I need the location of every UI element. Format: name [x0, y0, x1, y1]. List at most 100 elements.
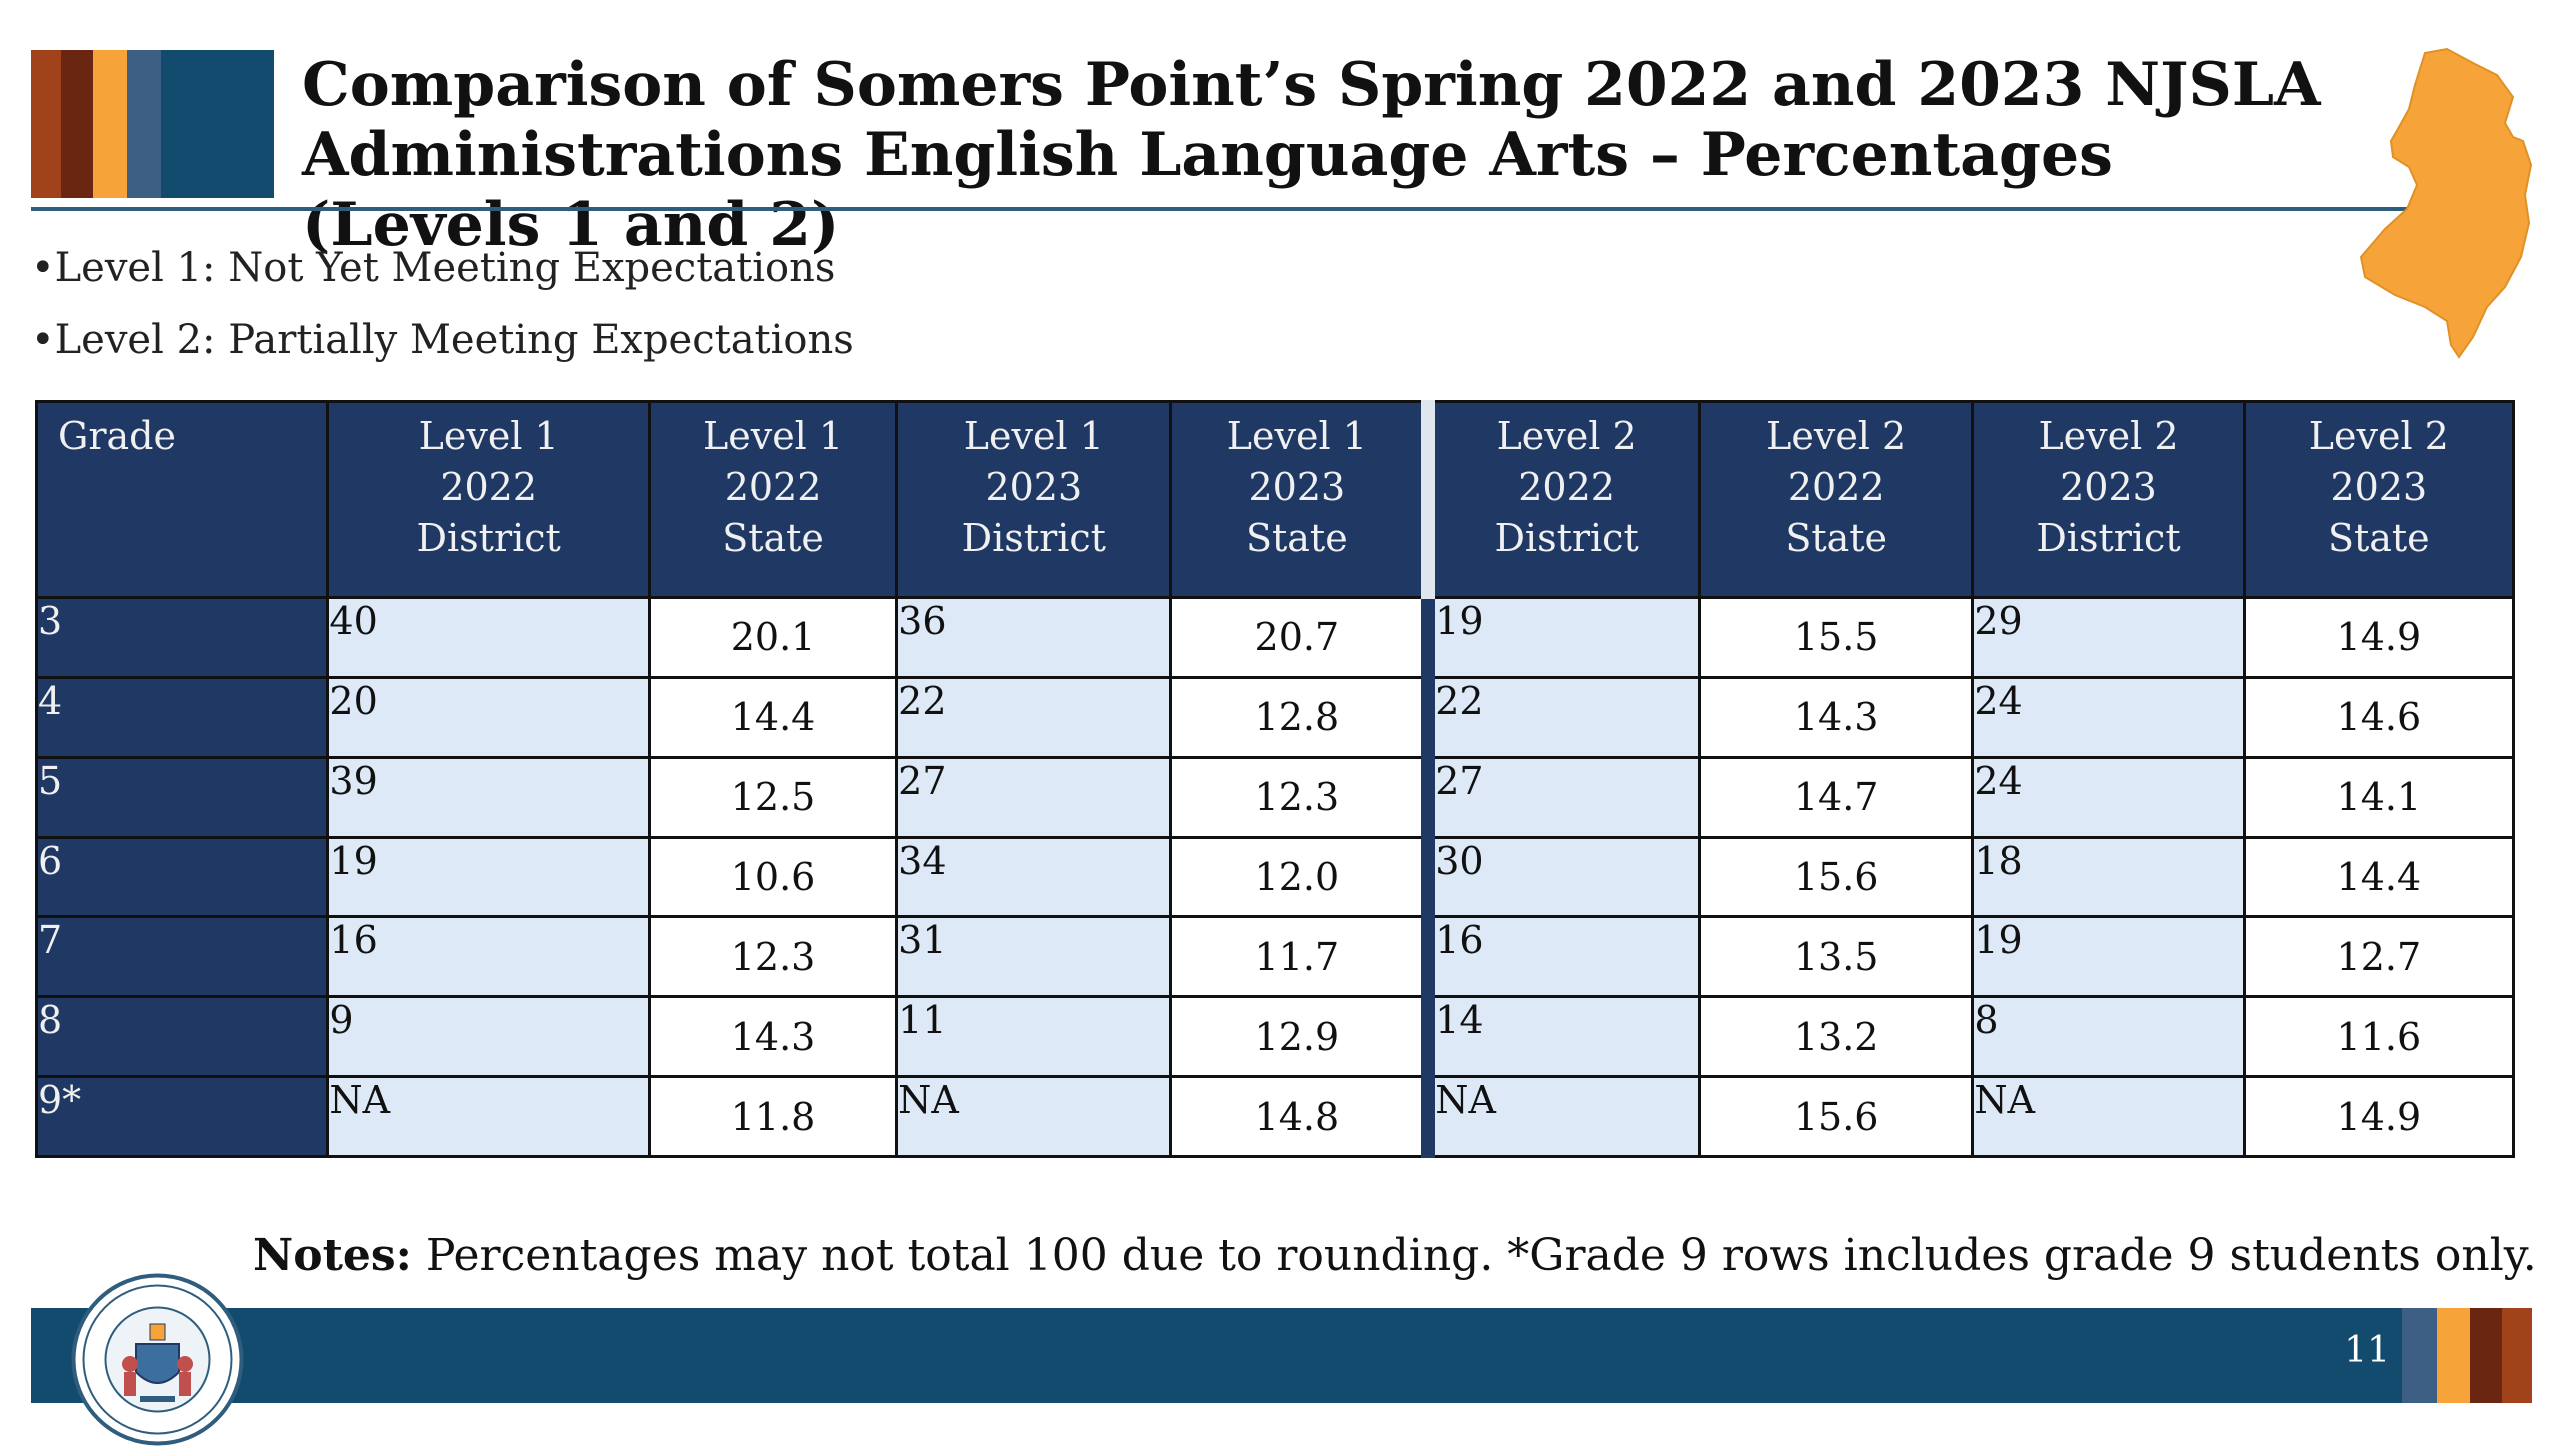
cell-state: 14.4 [2242, 835, 2516, 919]
cell-district: NA [895, 1075, 1173, 1158]
cell-state: 14.3 [647, 995, 899, 1079]
page-number: 11 [2344, 1330, 2390, 1371]
cell-district: 31 [895, 915, 1173, 999]
cell-state: 15.6 [1698, 835, 1975, 919]
cell-district: NA [1971, 1075, 2246, 1158]
cell-state: 15.5 [1698, 596, 1975, 679]
cell-state: 12.0 [1169, 835, 1430, 919]
cell-district: 16 [326, 915, 651, 999]
cell-grade: 8 [34, 995, 330, 1079]
header-level1-2023-district: Level 1 2023 District [895, 400, 1173, 599]
header-level1-2022-state: Level 1 2022 State [647, 400, 899, 599]
notes-label: Notes: [253, 1230, 412, 1281]
cell-state: 20.7 [1169, 596, 1430, 679]
cell-district: 19 [326, 835, 651, 919]
header-color-stripes [31, 50, 274, 198]
cell-district: 14 [1421, 995, 1702, 1079]
cell-state: 14.8 [1169, 1075, 1430, 1158]
header-level2-2022-district: Level 2 2022 District [1421, 400, 1702, 599]
cell-district: 24 [1971, 675, 2246, 759]
cell-state: 14.4 [647, 675, 899, 759]
cell-state: 12.8 [1169, 675, 1430, 759]
cell-state: 12.9 [1169, 995, 1430, 1079]
footer-color-stripes [2402, 1308, 2532, 1403]
cell-state: 14.9 [2242, 596, 2516, 679]
cell-state: 11.8 [647, 1075, 899, 1158]
cell-district: 18 [1971, 835, 2246, 919]
cell-state: 13.5 [1698, 915, 1975, 999]
stripe-rust [31, 50, 61, 198]
header-level2-2023-state: Level 2 2023 State [2242, 400, 2516, 599]
cell-district: 36 [895, 596, 1173, 679]
stripe-brown [61, 50, 93, 198]
cell-grade: 3 [34, 596, 330, 679]
results-table: Grade Level 1 2022 District Level 1 2022 Sta… [34, 400, 2516, 1158]
page-title: Comparison of Somers Point’s Spring 2022… [302, 50, 2362, 260]
cell-district: NA [326, 1075, 651, 1158]
footer-stripe-orange [2437, 1308, 2470, 1403]
cell-district: 19 [1971, 915, 2246, 999]
new-jersey-map-icon [2359, 47, 2533, 359]
cell-state: 10.6 [647, 835, 899, 919]
table-row: 6 19 10.6 34 12.0 30 15.6 18 14.4 [34, 835, 2516, 919]
table-row: 4 20 14.4 22 12.8 22 14.3 24 14.6 [34, 675, 2516, 759]
title-line-1: Comparison of Somers Point’s Spring 2022… [302, 50, 2321, 120]
cell-state: 12.7 [2242, 915, 2516, 999]
cell-district: 20 [326, 675, 651, 759]
table-row: 5 39 12.5 27 12.3 27 14.7 24 14.1 [34, 755, 2516, 839]
cell-district: NA [1421, 1075, 1702, 1158]
cell-district: 19 [1421, 596, 1702, 679]
cell-district: 39 [326, 755, 651, 839]
cell-state: 14.3 [1698, 675, 1975, 759]
legend-level-2: •Level 2: Partially Meeting Expectations [31, 317, 854, 363]
cell-district: 27 [895, 755, 1173, 839]
cell-state: 14.6 [2242, 675, 2516, 759]
cell-district: 40 [326, 596, 651, 679]
footer-bar [31, 1308, 2531, 1403]
cell-state: 11.7 [1169, 915, 1430, 999]
header-level1-2023-state: Level 1 2023 State [1169, 400, 1430, 599]
cell-district: 11 [895, 995, 1173, 1079]
table-row: 8 9 14.3 11 12.9 14 13.2 8 11.6 [34, 995, 2516, 1079]
footer-stripe-slate [2402, 1308, 2437, 1403]
cell-grade: 7 [34, 915, 330, 999]
cell-state: 13.2 [1698, 995, 1975, 1079]
level-legend: •Level 1: Not Yet Meeting Expectations •… [31, 232, 854, 376]
cell-district: 8 [1971, 995, 2246, 1079]
nj-department-of-education-seal-icon [71, 1273, 244, 1446]
cell-grade: 5 [34, 755, 330, 839]
cell-district: 27 [1421, 755, 1702, 839]
notes-text: Percentages may not total 100 due to rou… [411, 1230, 2537, 1281]
cell-district: 29 [1971, 596, 2246, 679]
footer-stripe-rust [2502, 1308, 2532, 1403]
cell-state: 15.6 [1698, 1075, 1975, 1158]
cell-district: 24 [1971, 755, 2246, 839]
cell-grade: 9* [34, 1075, 330, 1158]
table-header-row: Grade Level 1 2022 District Level 1 2022 Sta… [34, 400, 2516, 599]
cell-state: 11.6 [2242, 995, 2516, 1079]
notes-footnote: Notes: Percentages may not total 100 due… [253, 1230, 2537, 1281]
cell-district: 22 [895, 675, 1173, 759]
table-row: 7 16 12.3 31 11.7 16 13.5 19 12.7 [34, 915, 2516, 999]
cell-state: 12.5 [647, 755, 899, 839]
cell-grade: 6 [34, 835, 330, 919]
title-underline [31, 207, 2421, 211]
table-row: 9* NA 11.8 NA 14.8 NA 15.6 NA 14.9 [34, 1075, 2516, 1158]
cell-state: 20.1 [647, 596, 899, 679]
header-grade: Grade [34, 400, 330, 599]
header-level2-2023-district: Level 2 2023 District [1971, 400, 2246, 599]
cell-state: 14.7 [1698, 755, 1975, 839]
stripe-orange [93, 50, 127, 198]
header-level2-2022-state: Level 2 2022 State [1698, 400, 1975, 599]
cell-state: 14.9 [2242, 1075, 2516, 1158]
cell-state: 14.1 [2242, 755, 2516, 839]
title-line-2: Administrations English Language Arts – … [302, 120, 2113, 260]
footer-stripe-brown [2470, 1308, 2502, 1403]
cell-district: 22 [1421, 675, 1702, 759]
table-row: 3 40 20.1 36 20.7 19 15.5 29 14.9 [34, 596, 2516, 679]
cell-district: 34 [895, 835, 1173, 919]
stripe-slate [127, 50, 161, 198]
legend-level-1: •Level 1: Not Yet Meeting Expectations [31, 245, 836, 291]
cell-grade: 4 [34, 675, 330, 759]
cell-district: 30 [1421, 835, 1702, 919]
